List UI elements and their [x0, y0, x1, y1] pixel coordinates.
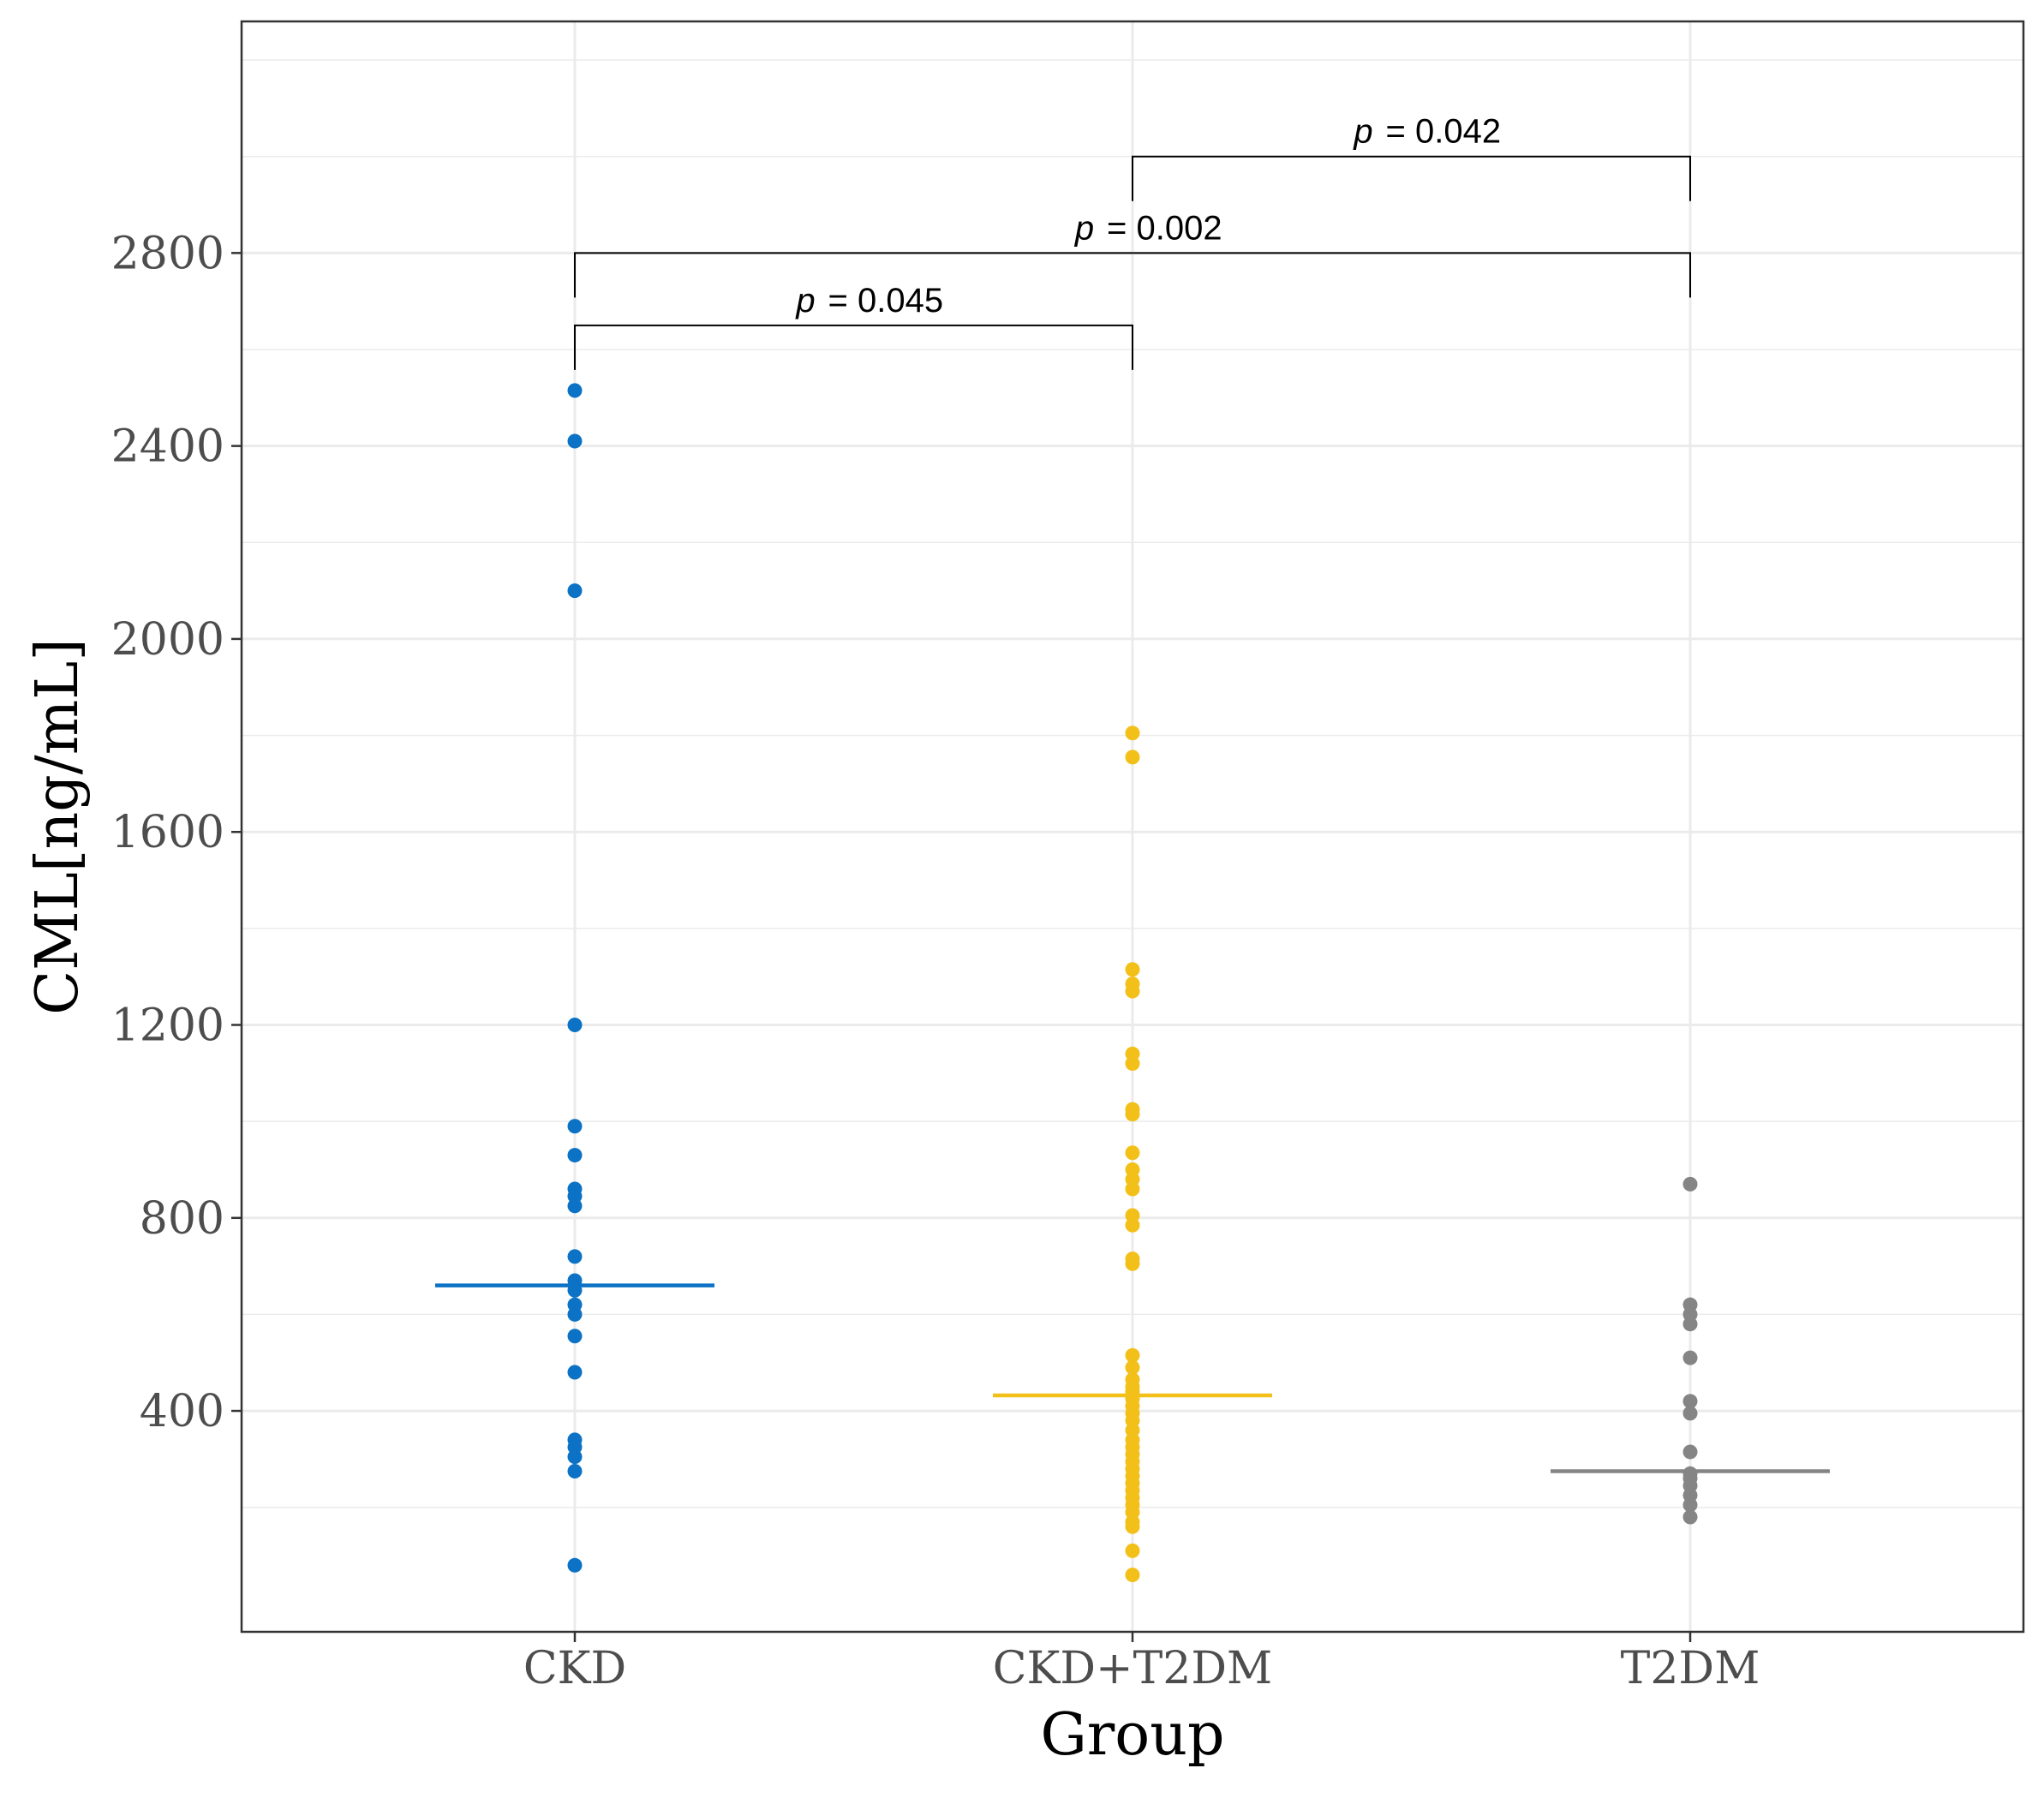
significance-bracket	[574, 252, 1691, 298]
data-point	[567, 1449, 583, 1465]
p-value-label: p = 0.002	[1074, 209, 1222, 247]
y-axis-title: CML[ng/mL]	[24, 638, 92, 1015]
data-point	[1125, 1056, 1140, 1072]
data-point	[567, 1306, 583, 1322]
data-point	[1682, 1317, 1698, 1332]
data-point	[567, 1119, 583, 1134]
significance-annotations: p = 0.045 p = 0.002 p = 0.042	[574, 113, 1691, 370]
data-point	[1125, 1543, 1140, 1558]
p-value: = 0.042	[1386, 113, 1502, 151]
data-point	[1125, 1181, 1140, 1197]
p-value: = 0.002	[1107, 209, 1222, 247]
p-value-label: p = 0.042	[1353, 113, 1501, 151]
data-point	[1682, 1176, 1698, 1192]
data-point	[567, 1365, 583, 1380]
data-point	[567, 1282, 583, 1298]
data-point	[567, 433, 583, 449]
data-point	[1682, 1394, 1698, 1409]
data-point	[1125, 1145, 1140, 1161]
data-point	[1125, 1256, 1140, 1271]
data-point	[1682, 1406, 1698, 1421]
data-point	[567, 583, 583, 599]
significance-bracket	[574, 324, 1133, 370]
p-symbol: p	[1074, 209, 1094, 247]
data-point	[1125, 1107, 1140, 1122]
data-point	[1125, 1568, 1140, 1583]
p-symbol: p	[795, 282, 815, 320]
x-tick-label: CKD	[523, 1643, 626, 1694]
data-point	[567, 1198, 583, 1214]
data-point	[567, 1018, 583, 1033]
data-point	[1682, 1509, 1698, 1525]
y-tick-label: 2000	[111, 614, 224, 666]
p-value-label: p = 0.045	[795, 282, 943, 320]
x-axis-title: Group	[1040, 1701, 1224, 1769]
x-tick-label: T2DM	[1621, 1643, 1760, 1694]
data-point	[567, 1148, 583, 1163]
data-points	[567, 383, 1698, 1583]
data-point	[1125, 983, 1140, 999]
y-tick-label: 400	[140, 1386, 224, 1437]
data-point	[1682, 1444, 1698, 1460]
data-point	[567, 1249, 583, 1264]
y-tick-label: 2400	[111, 421, 224, 473]
data-point	[1682, 1497, 1698, 1513]
y-tick-label: 800	[140, 1193, 224, 1245]
significance-bracket	[1132, 155, 1691, 201]
data-point	[567, 383, 583, 398]
y-tick-label: 2800	[111, 228, 224, 279]
y-tick-label: 1200	[111, 1001, 224, 1052]
data-point	[1125, 1359, 1140, 1375]
data-point	[567, 1557, 583, 1573]
data-point	[1125, 962, 1140, 977]
data-point	[1125, 1347, 1140, 1363]
p-value: = 0.045	[828, 282, 944, 320]
data-point	[1682, 1350, 1698, 1365]
y-tick-label: 1600	[111, 807, 224, 858]
p-symbol: p	[1353, 113, 1372, 151]
data-point	[567, 1463, 583, 1478]
data-point	[1125, 726, 1140, 741]
data-point	[1125, 1217, 1140, 1233]
data-point	[1125, 1519, 1140, 1534]
x-tick-label: CKD+T2DM	[993, 1643, 1273, 1694]
data-point	[1125, 750, 1140, 765]
axes: 400 800 1200 1600 2000 2400 2800 CKD CKD+T2DM T2D…	[111, 228, 1760, 1694]
data-point	[567, 1329, 583, 1344]
